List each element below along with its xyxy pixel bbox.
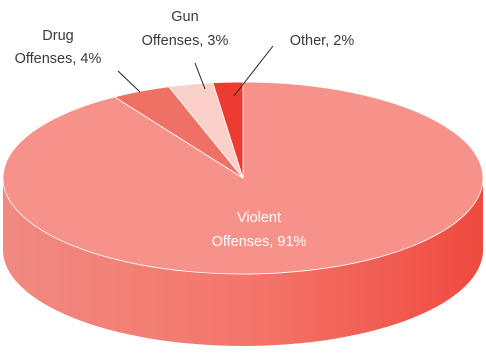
slice-label-other: Other, 2% (290, 33, 355, 49)
slice-label-drug-line1: Drug (42, 28, 73, 44)
pie-side-band (3, 178, 483, 346)
slice-label-drug: Drug Offenses, 4% (15, 28, 102, 67)
pie-top-layer (2, 81, 484, 275)
slice-label-other-line1: Other, 2% (290, 33, 355, 49)
drug-leader-line (117, 70, 141, 93)
slice-label-gun-line2: Offenses, 3% (142, 33, 229, 49)
slice-label-gun: Gun Offenses, 3% (142, 9, 229, 49)
slice-label-gun-line1: Gun (171, 9, 198, 25)
slice-label-drug-line2: Offenses, 4% (15, 51, 102, 67)
slice-label-violent: Violent Offenses, 91% (212, 210, 307, 250)
pie-slice-3 (212, 81, 244, 179)
gun-leader-line (194, 62, 206, 90)
slice-label-violent-line1: Violent (237, 210, 281, 226)
other-leader-line (233, 45, 274, 97)
slice-label-violent-line2: Offenses, 91% (212, 234, 307, 250)
pie-side-layer (3, 178, 483, 346)
